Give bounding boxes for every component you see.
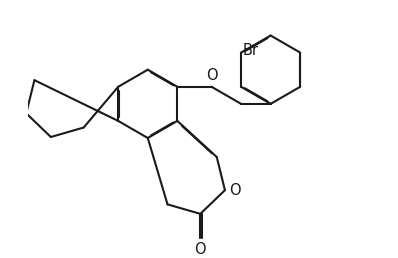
Text: Br: Br bbox=[243, 43, 259, 58]
Text: O: O bbox=[229, 183, 241, 198]
Text: O: O bbox=[206, 68, 217, 83]
Text: O: O bbox=[195, 242, 206, 257]
